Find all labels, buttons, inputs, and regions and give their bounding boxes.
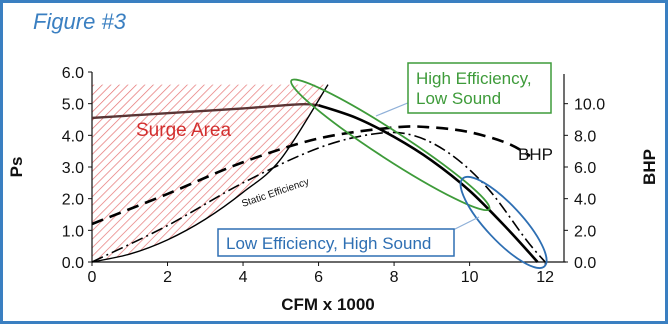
surge-area-layer (92, 84, 328, 263)
y-tick-label: 1.0 (62, 223, 84, 240)
blue-callout-pointer (452, 216, 480, 231)
x-tick-label: 10 (461, 269, 479, 286)
y2-tick-label: 8.0 (574, 128, 596, 145)
ps-curve-top (91, 102, 319, 120)
y2-tick-label: 6.0 (574, 160, 596, 177)
x-tick-label: 12 (536, 269, 554, 286)
axes: 0 2 4 6 8 10 12 0.0 1.0 2.0 3.0 4.0 5.0 6.0 0.0 2.0 4.0 6… (7, 65, 659, 314)
y2-tick-label: 0.0 (574, 255, 596, 272)
x-tick-label: 6 (314, 269, 323, 286)
y-tick-label: 4.0 (62, 128, 84, 145)
y2-tick-label: 10.0 (574, 97, 605, 114)
green-callout-line2: Low Sound (416, 89, 501, 108)
blue-callout-box (217, 228, 455, 257)
y-tick-label: 0.0 (62, 255, 84, 272)
low-efficiency-ellipse (459, 175, 548, 269)
surge-area-hatch (92, 84, 328, 263)
bhp-curve-label: BHP (518, 145, 553, 164)
green-callout-box (407, 62, 552, 114)
y2-axis-title: BHP (640, 149, 659, 185)
x-tick-label: 2 (163, 269, 172, 286)
blue-callout-text: Low Efficiency, High Sound (226, 234, 431, 253)
ps-curve-descending (318, 104, 539, 263)
y2-tick-label: 2.0 (574, 223, 596, 240)
bhp-curve (91, 125, 531, 226)
figure-title: Figure #3 (33, 9, 126, 34)
y-tick-label: 2.0 (62, 192, 84, 209)
y-axis-title: Ps (7, 157, 26, 178)
curves-layer (91, 78, 548, 269)
y2-tick-label: 4.0 (574, 192, 596, 209)
x-axis-title: CFM x 1000 (281, 295, 375, 314)
static-efficiency-curve (91, 131, 546, 263)
high-efficiency-ellipse (290, 78, 491, 212)
x-tick-label: 4 (239, 269, 248, 286)
y-tick-label: 6.0 (62, 65, 84, 82)
surge-area-label: Surge Area (136, 120, 231, 141)
x-tick-label: 0 (88, 269, 97, 286)
y-tick-label: 5.0 (62, 97, 84, 114)
green-callout-line1: High Efficiency, (416, 69, 532, 88)
surge-boundary-curve (91, 84, 329, 263)
y-tick-label: 3.0 (62, 160, 84, 177)
x-tick-label: 8 (390, 269, 399, 286)
